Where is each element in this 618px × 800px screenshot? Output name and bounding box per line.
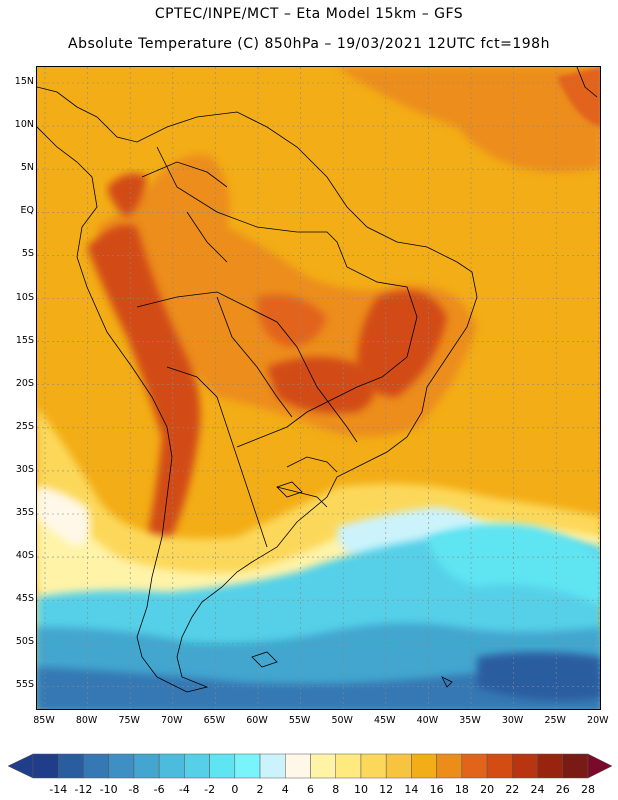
colorbar-label: 24 xyxy=(530,783,545,796)
colorbar-label: -2 xyxy=(204,783,216,796)
colorbar-swatch xyxy=(285,753,311,779)
colorbar-label: -10 xyxy=(99,783,118,796)
colorbar-swatch xyxy=(562,753,589,779)
colorbar-swatch xyxy=(259,753,286,779)
colorbar-swatch xyxy=(209,753,236,779)
colorbar-label: 0 xyxy=(231,783,239,796)
lat-label-50s: 50S xyxy=(15,636,34,648)
lat-label-15s: 15S xyxy=(15,334,34,346)
colorbar-swatch xyxy=(537,753,564,779)
field-4-6-atlantic xyxy=(337,507,497,558)
lon-label-45w: 45W xyxy=(374,715,396,726)
colorbar-label: 16 xyxy=(429,783,444,796)
colorbar-swatch xyxy=(133,753,160,779)
lat-label-35s: 35S xyxy=(15,507,34,518)
colorbar-label: 20 xyxy=(480,783,495,796)
colorbar-swatch xyxy=(184,753,210,779)
colorbar-label: 28 xyxy=(581,783,595,796)
map-canvas xyxy=(37,67,600,709)
lon-label-35w: 35W xyxy=(459,715,481,726)
field-20-22-center xyxy=(257,294,327,347)
colorbar-swatch xyxy=(57,753,84,779)
colorbar-label: -14 xyxy=(49,783,68,796)
field-andes-warm xyxy=(87,224,201,555)
colorbar-swatch xyxy=(83,753,109,779)
lon-label-55w: 55W xyxy=(288,715,311,726)
field-22-24-southcenter xyxy=(267,357,375,413)
lon-label-25w: 25W xyxy=(544,715,566,726)
colorbar-swatch xyxy=(32,753,59,779)
colorbar-swatch xyxy=(360,753,387,779)
colorbar-label: -12 xyxy=(74,783,93,796)
colorbar-label: -4 xyxy=(178,783,190,796)
map-gridlines xyxy=(37,67,600,709)
lon-label-50w: 50W xyxy=(331,715,353,726)
lon-label-65w: 65W xyxy=(203,715,226,726)
lon-label-40w: 40W xyxy=(416,715,439,726)
colorbar-swatch xyxy=(108,753,135,779)
field-minus12-minus10 xyxy=(477,652,600,701)
lat-label-40s: 40S xyxy=(15,550,34,562)
lon-label-70w: 70W xyxy=(161,715,183,726)
colorbar-swatch xyxy=(234,753,261,779)
colorbar-low-arrow xyxy=(7,753,34,779)
colorbar-label: 26 xyxy=(555,783,570,796)
lat-label-10n: 10N xyxy=(14,119,34,131)
field-22-24-east xyxy=(357,290,447,397)
lat-label-55s: 55S xyxy=(15,679,34,691)
colorbar-label: 2 xyxy=(256,783,264,796)
lon-label-85w: 85W xyxy=(33,715,55,726)
lon-label-30w: 30W xyxy=(501,715,524,726)
colorbar-swatch xyxy=(158,753,185,779)
colorbar-label: 8 xyxy=(332,783,340,796)
lat-label-45s: 45S xyxy=(15,593,34,605)
colorbar-swatch xyxy=(512,753,538,779)
title-line-1: CPTEC/INPE/MCT – Eta Model 15km – GFS xyxy=(154,6,464,22)
colorbar-swatch xyxy=(461,753,488,779)
lat-label-15n: 15N xyxy=(14,76,34,87)
lon-label-60w: 60W xyxy=(246,715,268,726)
colorbar-label: 18 xyxy=(454,783,469,796)
colorbar-label: 12 xyxy=(379,783,394,796)
title-line-2: Absolute Temperature (C) 850hPa – 19/03/… xyxy=(68,36,550,52)
colorbar-label: 22 xyxy=(505,783,520,796)
lat-label-eq: EQ xyxy=(20,205,34,217)
colorbar-swatch xyxy=(486,753,513,779)
colorbar xyxy=(7,753,613,779)
colorbar-label: 10 xyxy=(353,783,368,796)
temperature-map xyxy=(36,66,601,710)
colorbar-swatch xyxy=(335,753,362,779)
lon-label-75w: 75W xyxy=(118,715,140,726)
colorbar-high-arrow xyxy=(587,753,613,779)
lat-label-5s: 5S xyxy=(21,248,34,260)
colorbar-label: -8 xyxy=(128,783,140,796)
field-0-2 xyxy=(427,523,600,607)
coastlines-borders xyxy=(37,67,598,693)
colorbar-label: 4 xyxy=(281,783,289,796)
colorbar-label: -6 xyxy=(153,783,165,796)
field-20-22-northeast xyxy=(557,67,600,127)
lat-label-5n: 5N xyxy=(20,162,34,174)
lon-label-20w: 20W xyxy=(587,715,609,726)
colorbar-swatch xyxy=(385,753,412,779)
colorbar-label: 14 xyxy=(404,783,419,796)
field-12-14 xyxy=(37,407,600,588)
field-18-20-north xyxy=(337,67,600,172)
colorbar-swatch xyxy=(411,753,437,779)
lon-label-80w: 80W xyxy=(75,715,98,726)
colorbar-swatch xyxy=(436,753,463,779)
lat-label-25s: 25S xyxy=(15,420,34,432)
colorbar-label: 6 xyxy=(307,783,314,796)
field-6-8-west xyxy=(37,487,91,547)
lat-label-20s: 20S xyxy=(15,377,34,389)
colorbar-swatch xyxy=(310,753,336,779)
field-north-andes xyxy=(107,173,147,217)
lat-label-30s: 30S xyxy=(15,463,34,475)
field-minus10-minus8 xyxy=(37,667,600,709)
lat-label-10s: 10S xyxy=(15,291,34,303)
